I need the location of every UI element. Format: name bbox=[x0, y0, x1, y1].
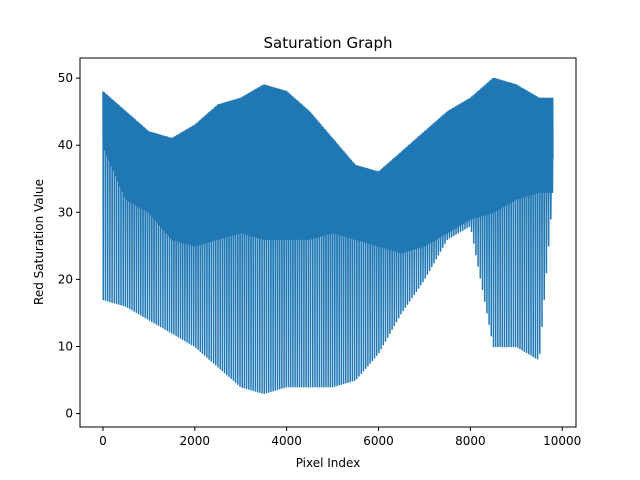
x-tick-label: 4000 bbox=[271, 434, 302, 448]
y-tick-label: 0 bbox=[65, 407, 73, 421]
x-axis-ticks: 0 2000 4000 6000 8000 10000 bbox=[99, 427, 581, 448]
chart-title: Saturation Graph bbox=[264, 34, 393, 52]
x-tick-label: 10000 bbox=[543, 434, 581, 448]
y-axis-ticks: 0 10 20 30 40 50 bbox=[58, 71, 80, 421]
y-tick-label: 20 bbox=[58, 272, 73, 286]
y-axis-label: Red Saturation Value bbox=[32, 179, 46, 305]
x-tick-label: 0 bbox=[99, 434, 107, 448]
series-line bbox=[102, 77, 554, 395]
x-axis-label: Pixel Index bbox=[296, 456, 361, 470]
y-tick-label: 50 bbox=[58, 71, 73, 85]
x-tick-label: 6000 bbox=[363, 434, 394, 448]
plot-area bbox=[79, 57, 577, 428]
y-tick-label: 30 bbox=[58, 205, 73, 219]
x-tick-label: 2000 bbox=[180, 434, 211, 448]
y-tick-label: 40 bbox=[58, 138, 73, 152]
axes-frame bbox=[79, 57, 577, 428]
x-tick-label: 8000 bbox=[455, 434, 486, 448]
y-tick-label: 10 bbox=[58, 339, 73, 353]
